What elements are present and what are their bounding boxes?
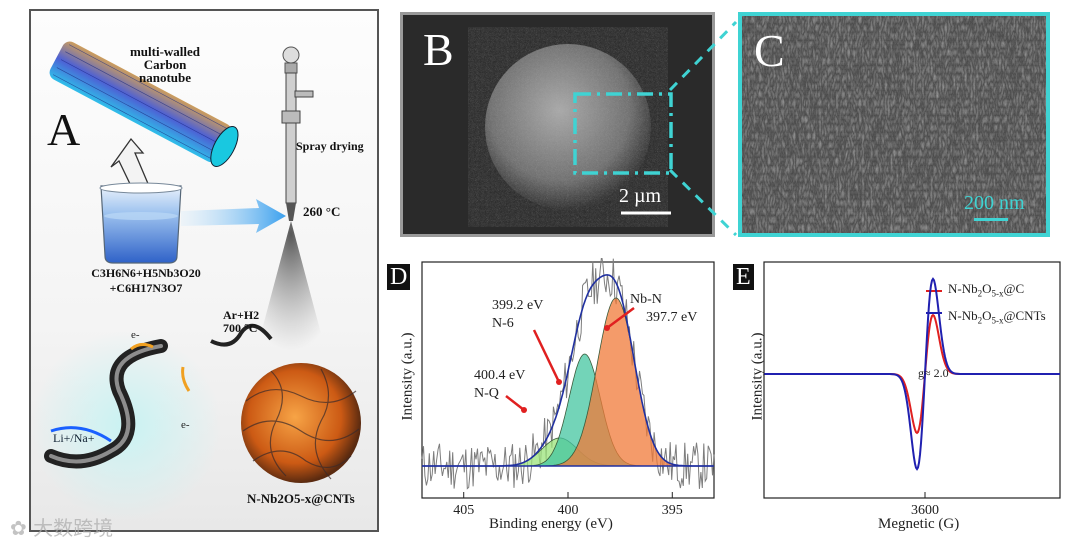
- legend-entry-cnts: N-Nb2O5-x@CNTs: [948, 305, 1046, 332]
- precursor-line1: C3H6N6+H5Nb3O20: [91, 266, 201, 280]
- panel-a-label: A: [47, 104, 81, 155]
- watermark: ✿ 大数跨境: [10, 512, 113, 541]
- electron-label-2: e-: [181, 419, 190, 431]
- panel-b-label: B: [423, 24, 454, 75]
- panel-d-label: D: [387, 264, 411, 290]
- d-arrow-n6-head: [556, 379, 562, 385]
- epr-chart: 3600: [763, 261, 1061, 518]
- precursor-line2: +C6H17N3O7: [109, 281, 183, 295]
- electron-arrow-icon: [130, 342, 154, 351]
- legend-c-mid: O: [982, 281, 992, 296]
- legend-c-end: @C: [1003, 281, 1025, 296]
- e-y-axis-label: Intensity (a.u.): [749, 332, 766, 421]
- anneal-label: Ar+H2 700 °C: [223, 309, 259, 335]
- e-plot-frame: [763, 261, 1061, 499]
- legend-cnts-main: N-Nb: [948, 307, 978, 323]
- electron-arrow-icon-2: [181, 366, 191, 392]
- legend-cnts-end: @CNTs: [1003, 307, 1046, 323]
- e-legend: N-Nb2O5-x@C N-Nb2O5-x@CNTs: [948, 278, 1046, 331]
- d-arrow-nq-head: [521, 407, 527, 413]
- arrow-down-icon: [110, 137, 150, 187]
- ann-n6-value: 399.2 eV: [492, 298, 544, 313]
- sem-image-microsphere: [485, 44, 673, 215]
- ion-arrow-icon: [50, 426, 112, 443]
- panel-a-illustration: [31, 41, 361, 521]
- ann-nb-n: Nb-N: [630, 292, 662, 307]
- legend-cnts-sub: 2: [977, 315, 983, 326]
- scale-bar-b-label: 2 µm: [619, 185, 662, 207]
- legend-c-sub: 2: [977, 288, 983, 299]
- d-arrow-nb-n-head: [604, 325, 610, 331]
- panel-c-label: C: [754, 25, 785, 76]
- nanotube-label-line1: multi-walled: [129, 44, 201, 59]
- d-x-tick-label-400: 400: [558, 503, 579, 518]
- spray-dryer-icon: [259, 46, 323, 351]
- e-x-axis-label: Megnetic (G): [878, 516, 960, 532]
- arrow-right-icon: [181, 199, 286, 233]
- nanotube-label: multi-walled Carbon nanotube: [125, 45, 205, 84]
- legend-cnts-sub2: 5-x: [991, 315, 1004, 326]
- product-label: N-Nb2O5-x@CNTs: [247, 491, 355, 506]
- legend-c-sub2: 5-x: [991, 288, 1004, 299]
- xps-chart: 405 400 395: [421, 258, 715, 518]
- nanotube-label-line2: Carbon nanotube: [138, 57, 192, 85]
- spray-label: Spray drying: [296, 139, 364, 153]
- ann-nq: N-Q: [474, 386, 499, 401]
- precursor-label: C3H6N6+H5Nb3O20 +C6H17N3O7: [71, 266, 221, 296]
- ion-label: Li+/Na+: [53, 431, 95, 445]
- ann-n6: N-6: [492, 316, 514, 331]
- scale-bar-c-label: 200 nm: [964, 192, 1025, 214]
- carbon-nanotube-icon: [49, 41, 239, 167]
- e-series-cnts: [764, 277, 1060, 471]
- d-arrow-nq: [505, 395, 525, 411]
- d-x-tick-label-395: 395: [662, 503, 683, 518]
- electron-label-1: e-: [131, 329, 140, 341]
- legend-cnts-mid: O: [982, 307, 992, 323]
- sem-image-nanotubes: [742, 16, 1046, 233]
- anneal-temp-label: 700 °C: [223, 321, 258, 335]
- zoom-connector-lines: [668, 20, 738, 237]
- d-x-axis-label: Binding energy (eV): [489, 516, 613, 532]
- ann-nq-value: 400.4 eV: [474, 368, 526, 383]
- beaker-icon: [99, 182, 183, 264]
- panel-a: A multi-walled Carbon nanotube Spray dry…: [29, 9, 379, 532]
- d-arrow-n6: [532, 329, 561, 383]
- panel-e-epr: 3600 E Intensity (a.u.) Megnetic (G) g≈ …: [730, 258, 1070, 545]
- gas-label: Ar+H2: [223, 308, 260, 322]
- panel-d-xps: 405 400 395 D Intensity (a.u.) Binding ene…: [384, 258, 724, 545]
- panel-e-label: E: [733, 264, 754, 290]
- d-raw-data-line: [421, 258, 715, 490]
- e-x-tick-label-3600: 3600: [911, 503, 939, 518]
- d-y-axis-label: Intensity (a.u.): [399, 332, 416, 421]
- watermark-text: 大数跨境: [33, 516, 114, 540]
- d-arrow-nb-n: [606, 306, 635, 330]
- panel-b-sem: B 2 µm: [400, 12, 715, 237]
- d-x-tick-label-405: 405: [453, 503, 474, 518]
- product-sphere-icon: [241, 363, 361, 483]
- g-factor-label: g≈ 2.0: [918, 366, 949, 380]
- legend-c-main: N-Nb: [948, 281, 978, 296]
- panel-c-sem: C 200 nm: [738, 12, 1050, 237]
- watermark-icon: ✿: [10, 516, 27, 540]
- ann-nb-n-value: 397.7 eV: [646, 310, 698, 325]
- temperature-label: 260 °C: [303, 204, 341, 219]
- anneal-arrow-icon: [210, 323, 273, 347]
- scale-bar-c: [974, 218, 1008, 221]
- zoom-region-box: [573, 92, 673, 175]
- tube-pathway-icon: [44, 339, 168, 469]
- legend-entry-c: N-Nb2O5-x@C: [948, 278, 1046, 305]
